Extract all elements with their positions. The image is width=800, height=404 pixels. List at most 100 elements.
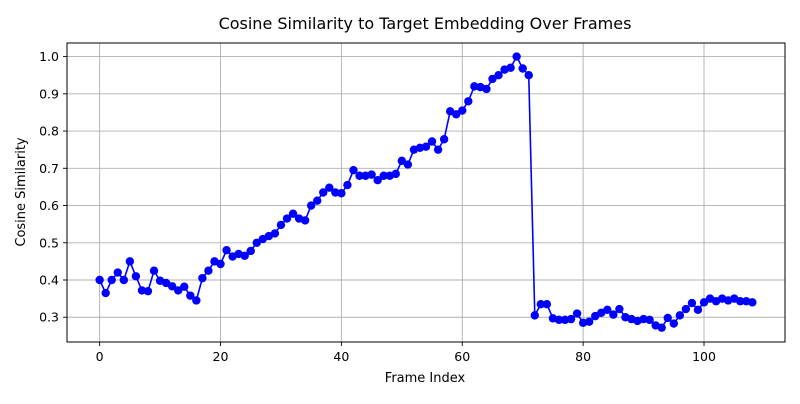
data-point [300,216,310,225]
series-line [98,54,753,329]
data-point [615,304,624,314]
data-point [403,160,413,169]
data-point [252,238,261,247]
data-point [119,275,129,285]
data-point [204,266,213,275]
data-point [101,288,110,298]
data-point [512,52,521,61]
data-point [397,156,407,166]
data-point [536,300,546,309]
data-point [270,229,280,238]
data-point [603,305,612,314]
data-point [107,275,116,285]
data-point [306,201,316,210]
data-point [167,282,177,291]
data-point [149,266,159,275]
data-point [482,84,491,94]
plot-frame [66,42,786,343]
data-point [240,251,249,261]
data-point [693,305,703,314]
data-point [143,286,153,296]
data-point [288,209,298,218]
y-axis-ticks: 0.3 0.4 0.5 0.6 0.7 0.8 0.9 1.0 [39,49,67,325]
data-point [518,64,527,73]
data-point [373,176,382,185]
data-point [699,298,709,307]
data-point [439,135,449,144]
data-point [391,169,400,179]
data-point [524,71,533,80]
data-point [180,282,189,291]
chart-title: Cosine Similarity to Target Embedding Ov… [219,14,632,33]
data-point [319,188,328,197]
x-tick-label: 0 [96,349,104,364]
y-tick-label: 0.9 [39,86,59,101]
data-point [131,272,141,281]
y-tick-label: 0.5 [39,235,59,250]
data-point [663,313,672,323]
x-axis-label: Frame Index [385,371,466,386]
data-point [554,315,564,325]
data-point [186,291,195,300]
data-point [337,189,346,198]
data-point [246,246,255,256]
data-point [669,319,678,328]
data-point [458,106,467,115]
data-point [433,145,443,154]
data-point [736,297,745,306]
data-point [174,286,183,295]
y-tick-label: 1.0 [39,49,59,64]
x-tick-label: 100 [692,349,716,364]
data-point [494,71,503,80]
data-point [542,300,552,309]
data-point [566,314,576,324]
x-tick-label: 40 [333,349,349,364]
y-tick-label: 0.8 [39,124,59,139]
data-point [609,310,618,319]
data-point [222,246,231,255]
data-point [530,311,539,320]
data-point [367,170,376,179]
y-tick-label: 0.6 [39,198,59,213]
data-point [343,180,352,190]
y-axis-label: Cosine Similarity [14,137,29,247]
data-point [355,171,364,180]
data-point [313,196,322,205]
data-point [95,275,104,285]
data-point [452,110,461,119]
data-point [657,323,666,332]
data-point [349,165,358,175]
y-tick-label: 0.4 [39,273,59,288]
data-point [427,137,437,146]
data-point [748,298,757,307]
data-point [572,309,582,318]
data-point [488,74,497,84]
data-point [687,298,697,308]
data-point [506,63,515,72]
data-point [325,183,334,192]
data-point [464,97,473,106]
data-point [421,142,431,151]
series-group [95,52,757,332]
x-axis-ticks: 0 20 40 60 80 100 [96,342,716,364]
data-point [192,296,201,305]
grid [67,43,785,342]
data-point [125,257,135,266]
data-point [675,311,685,320]
data-point [276,220,286,230]
data-point [198,273,207,283]
x-tick-label: 20 [213,349,229,364]
data-point [681,304,691,314]
x-tick-label: 60 [454,349,470,364]
x-tick-label: 80 [575,349,591,364]
data-point [584,317,594,326]
y-tick-label: 0.7 [39,161,59,176]
data-point [113,268,122,277]
data-point [379,171,388,180]
data-point [282,214,292,223]
data-point [645,315,654,325]
data-point [216,259,225,269]
y-tick-label: 0.3 [39,310,59,325]
